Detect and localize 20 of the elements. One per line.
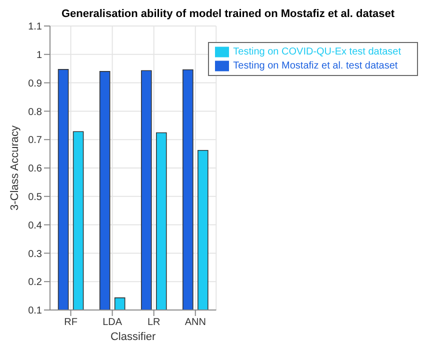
y-tick-label: 0.3	[28, 248, 42, 260]
legend-label: Testing on COVID-QU-Ex test dataset	[233, 46, 401, 58]
x-axis-title: Classifier	[110, 331, 156, 343]
y-tick-label: 0.1	[28, 306, 42, 317]
y-tick-label: 0.2	[28, 277, 42, 288]
y-tick-label: 0.6	[28, 164, 42, 175]
x-tick-label: ANN	[184, 317, 206, 328]
legend-label: Testing on Mostafiz et al. test dataset	[233, 60, 398, 72]
y-tick-label: 1.1	[28, 22, 42, 33]
y-tick-label: 0.5	[28, 192, 42, 203]
y-tick-label: 0.9	[28, 78, 42, 90]
y-tick-label: 0.7	[28, 135, 42, 146]
chart-title: Generalisation ability of model trained on Mostafiz et al. dataset	[60, 8, 396, 20]
y-axis-title: 3-Class Accuracy	[8, 125, 21, 210]
x-tick-label: LR	[147, 317, 160, 328]
x-tick-label: RF	[64, 317, 78, 328]
x-tick-label: LDA	[102, 317, 122, 328]
y-tick-label: 1	[36, 50, 42, 61]
y-tick-label: 0.4	[28, 220, 42, 232]
y-tick-label: 0.8	[28, 106, 42, 118]
